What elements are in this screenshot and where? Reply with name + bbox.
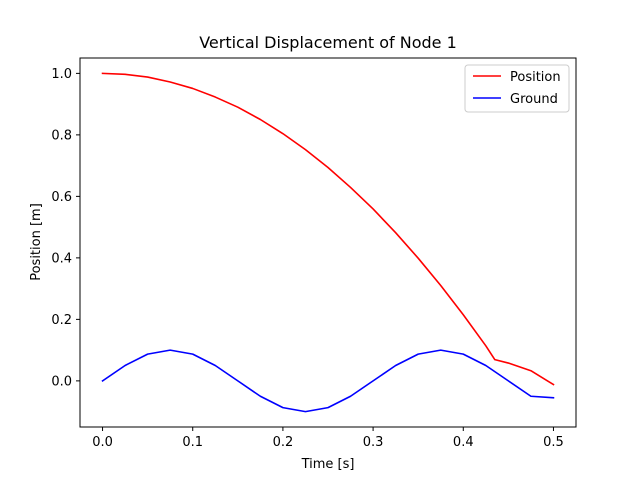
legend-label-position: Position xyxy=(510,70,561,85)
x-tick-label: 0.1 xyxy=(182,435,203,450)
y-tick-label: 0.6 xyxy=(51,190,72,205)
x-axis-label: Time [s] xyxy=(301,457,355,472)
legend-label-ground: Ground xyxy=(510,92,558,107)
series-line-position xyxy=(101,72,555,386)
y-tick-label: 0.4 xyxy=(51,251,72,266)
axes-frame xyxy=(79,57,577,428)
y-axis-ticks: 0.0 0.2 0.4 0.6 0.8 1.0 xyxy=(51,67,80,389)
series-line-ground xyxy=(101,349,555,413)
plot-area xyxy=(79,57,577,428)
y-tick-label: 0.0 xyxy=(51,374,72,389)
y-tick-label: 0.8 xyxy=(51,128,72,143)
x-axis-ticks: 0.0 0.1 0.2 0.3 0.4 0.5 xyxy=(92,427,564,450)
x-tick-label: 0.5 xyxy=(543,435,564,450)
x-tick-label: 0.3 xyxy=(363,435,384,450)
y-tick-label: 0.2 xyxy=(51,313,72,328)
y-tick-label: 1.0 xyxy=(51,67,72,82)
chart-title: Vertical Displacement of Node 1 xyxy=(199,33,457,52)
x-tick-label: 0.2 xyxy=(273,435,294,450)
x-tick-label: 0.0 xyxy=(92,435,113,450)
y-axis-label: Position [m] xyxy=(29,203,44,281)
series-layer xyxy=(101,72,555,413)
x-tick-label: 0.4 xyxy=(453,435,474,450)
legend: Position Ground xyxy=(464,64,570,113)
